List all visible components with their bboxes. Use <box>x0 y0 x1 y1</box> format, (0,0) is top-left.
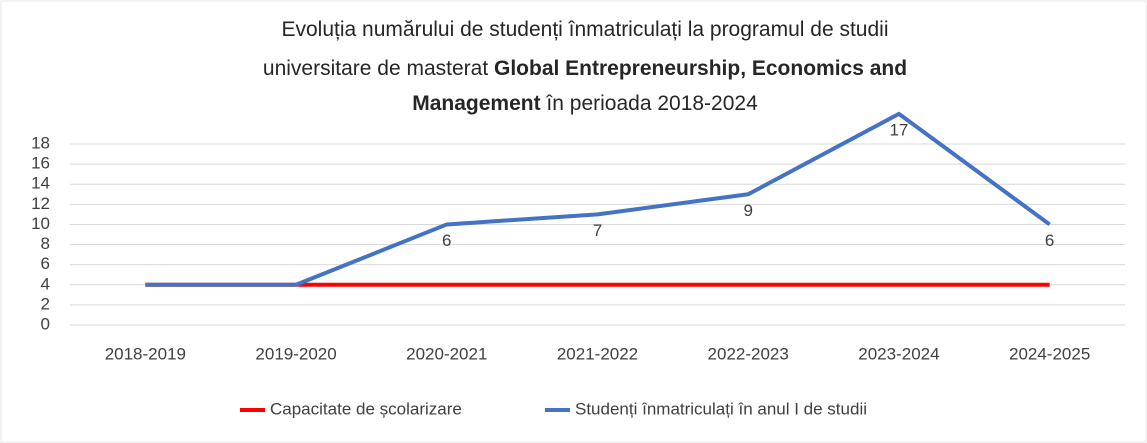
x-tick-label: 2021-2022 <box>557 344 638 363</box>
y-tick-label: 14 <box>31 174 50 193</box>
data-label: 6 <box>442 231 451 250</box>
y-tick-label: 4 <box>41 274 50 293</box>
legend-label: Studenți înmatriculați în anul I de stud… <box>575 399 867 418</box>
data-label: 7 <box>593 221 602 240</box>
y-tick-label: 12 <box>31 194 50 213</box>
x-tick-label: 2018-2019 <box>105 344 186 363</box>
title-text: Evoluția numărului de studenți înmatricu… <box>282 18 889 41</box>
x-tick-label: 2020-2021 <box>406 344 487 363</box>
y-tick-label: 10 <box>31 214 50 233</box>
y-tick-label: 0 <box>41 314 50 333</box>
chart-title-line: Evoluția numărului de studenți înmatricu… <box>282 18 889 41</box>
data-label: 6 <box>1045 231 1054 250</box>
x-tick-label: 2022-2023 <box>708 344 789 363</box>
y-tick-label: 2 <box>41 294 50 313</box>
chart-title-line: Management în perioada 2018-2024 <box>412 92 758 115</box>
title-text: universitare de masterat <box>263 57 494 80</box>
y-tick-label: 6 <box>41 254 50 273</box>
x-tick-label: 2024-2025 <box>1009 344 1090 363</box>
series-line <box>145 111 1051 287</box>
legend-label: Capacitate de școlarizare <box>270 399 462 418</box>
chart-title-line: universitare de masterat Global Entrepre… <box>263 57 907 80</box>
y-tick-label: 16 <box>31 154 50 173</box>
data-label: 9 <box>743 201 752 220</box>
title-text-bold: Global Entrepreneurship, Economics and <box>494 57 907 80</box>
data-label: 17 <box>889 120 908 139</box>
x-tick-label: 2019-2020 <box>255 344 336 363</box>
y-tick-label: 18 <box>31 133 50 152</box>
x-tick-label: 2023-2024 <box>858 344 939 363</box>
title-text: în perioada 2018-2024 <box>541 92 758 115</box>
y-tick-label: 8 <box>41 234 50 253</box>
title-text-bold: Management <box>412 92 540 115</box>
